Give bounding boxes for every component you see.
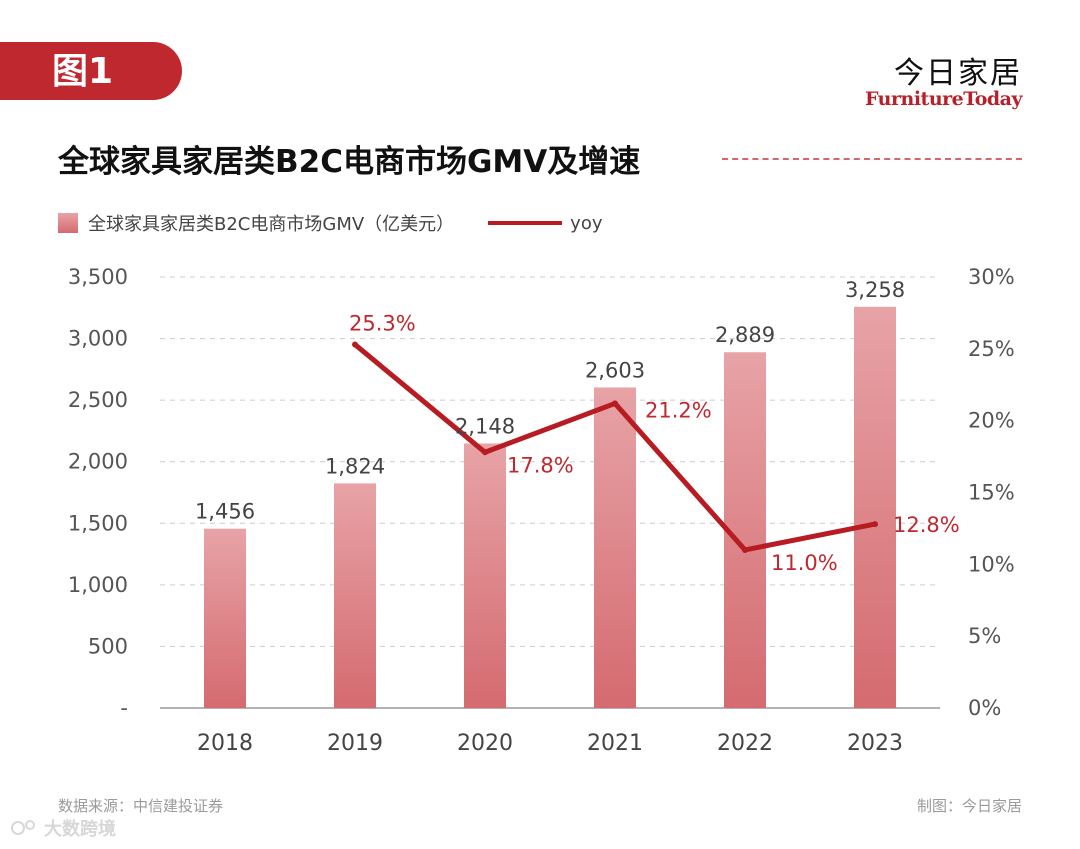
- legend-line-swatch: [488, 221, 563, 225]
- y-right-tick-label: 0%: [968, 696, 1001, 720]
- yoy-point-label: 11.0%: [771, 551, 838, 575]
- yoy-point-label: 12.8%: [893, 513, 960, 537]
- yoy-point: [612, 400, 618, 407]
- title-divider: [722, 158, 1022, 160]
- gmv-bar-label: 2,889: [715, 323, 775, 347]
- y-right-tick-label: 25%: [968, 337, 1015, 361]
- gmv-bar-label: 2,148: [455, 414, 515, 438]
- gmv-bar: [204, 528, 246, 708]
- x-tick-label: 2020: [457, 731, 513, 756]
- legend-bar-label: 全球家具家居类B2C电商市场GMV（亿美元）: [88, 214, 455, 235]
- gmv-bar: [724, 352, 766, 708]
- legend-bar-swatch: [58, 213, 78, 233]
- figure-label: 图1: [52, 51, 114, 92]
- x-tick-label: 2018: [197, 731, 253, 756]
- y-left-tick-label: 1,500: [68, 511, 128, 535]
- yoy-point: [742, 546, 748, 553]
- y-right-tick-label: 30%: [968, 265, 1015, 289]
- y-left-tick-label: 500: [88, 634, 128, 658]
- yoy-point: [352, 341, 358, 348]
- y-left-tick-label: 1,000: [68, 573, 128, 597]
- y-right-tick-label: 5%: [968, 624, 1001, 648]
- gmv-bar: [594, 387, 636, 708]
- combo-chart: - 500 1,000 1,500 2,000 2,500 3,000 3,500 0% 5% 10…: [68, 265, 1015, 756]
- x-tick-label: 2022: [717, 731, 773, 756]
- gmv-bar: [464, 443, 506, 708]
- y-left-tick-label: -: [120, 696, 128, 720]
- brand-name-cn: 今日家居: [894, 56, 1022, 91]
- gmv-bar: [334, 483, 376, 708]
- corner-watermark-label: 大数跨境: [44, 819, 116, 840]
- legend-line-label: yoy: [570, 212, 603, 234]
- x-tick-label: 2021: [587, 731, 643, 756]
- figure-tab: [0, 42, 182, 100]
- gmv-bar-label: 1,824: [325, 454, 385, 478]
- chart-legend: 全球家具家居类B2C电商市场GMV（亿美元） yoy: [58, 208, 603, 238]
- y-left-tick-label: 2,500: [68, 388, 128, 412]
- y-right-tick-label: 20%: [968, 409, 1015, 433]
- y-left-tick-label: 2,000: [68, 450, 128, 474]
- y-right-tick-label: 10%: [968, 552, 1015, 576]
- corner-watermark: 大数跨境: [10, 815, 116, 841]
- y-right-tick-label: 15%: [968, 481, 1015, 505]
- data-source-note: 数据来源：中信建投证券: [58, 797, 224, 815]
- y-left-tick-label: 3,500: [68, 265, 128, 289]
- corner-watermark-icon: [11, 820, 35, 835]
- gmv-bar-label: 1,456: [195, 500, 255, 524]
- gmv-bar-label: 3,258: [845, 278, 905, 302]
- brand-name-en: FurnitureToday: [865, 88, 1022, 110]
- yoy-point-label: 17.8%: [507, 453, 574, 477]
- x-tick-label: 2019: [327, 731, 383, 756]
- gmv-bar: [854, 306, 896, 708]
- yoy-point: [872, 521, 878, 528]
- yoy-point: [482, 449, 488, 456]
- gmv-bar-label: 2,603: [585, 358, 645, 382]
- chart-credit-note: 制图：今日家居: [916, 797, 1022, 815]
- yoy-point-label: 25.3%: [349, 312, 416, 336]
- yoy-point-label: 21.2%: [645, 398, 712, 422]
- x-tick-label: 2023: [847, 731, 903, 756]
- chart-title: 全球家具家居类B2C电商市场GMV及增速: [58, 144, 641, 180]
- y-left-tick-label: 3,000: [68, 327, 128, 351]
